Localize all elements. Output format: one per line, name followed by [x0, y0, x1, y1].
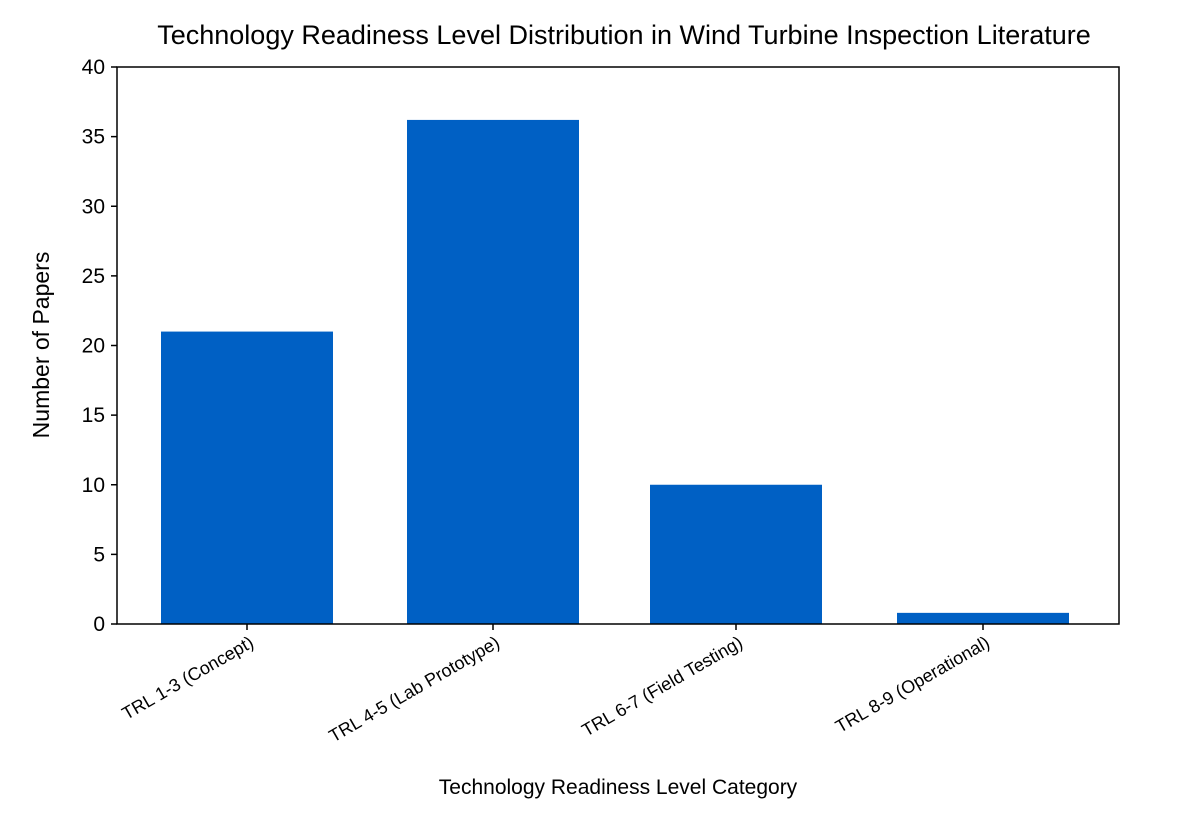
bar-3 — [650, 484, 822, 624]
bar-4 — [897, 612, 1069, 624]
x-tick-label: TRL 8-9 (Operational) — [832, 632, 993, 737]
bars-layer — [161, 119, 1069, 624]
y-tick-label: 35 — [82, 126, 105, 149]
y-tick-label: 30 — [82, 195, 105, 218]
x-axis: TRL 1-3 (Concept) TRL 4-5 (Lab Prototype)… — [118, 624, 993, 746]
y-tick-label: 10 — [82, 474, 105, 497]
y-tick-label: 20 — [82, 335, 105, 358]
x-tick-label: TRL 6-7 (Field Testing) — [578, 632, 746, 740]
x-tick-label: TRL 1-3 (Concept) — [118, 632, 257, 724]
y-tick-label: 40 — [82, 56, 105, 79]
y-axis-label: Number of Papers — [28, 252, 54, 439]
chart-title: Technology Readiness Level Distribution … — [157, 20, 1091, 50]
y-tick-label: 15 — [82, 404, 105, 427]
bar-2 — [407, 119, 579, 624]
x-tick-label: TRL 4-5 (Lab Prototype) — [325, 632, 503, 746]
y-tick-label: 0 — [93, 613, 105, 636]
bar-1 — [161, 331, 333, 624]
y-axis: 0 5 10 15 20 25 30 35 40 — [82, 56, 117, 636]
y-tick-label: 5 — [93, 543, 105, 566]
y-tick-label: 25 — [82, 265, 105, 288]
x-axis-label: Technology Readiness Level Category — [439, 776, 798, 799]
